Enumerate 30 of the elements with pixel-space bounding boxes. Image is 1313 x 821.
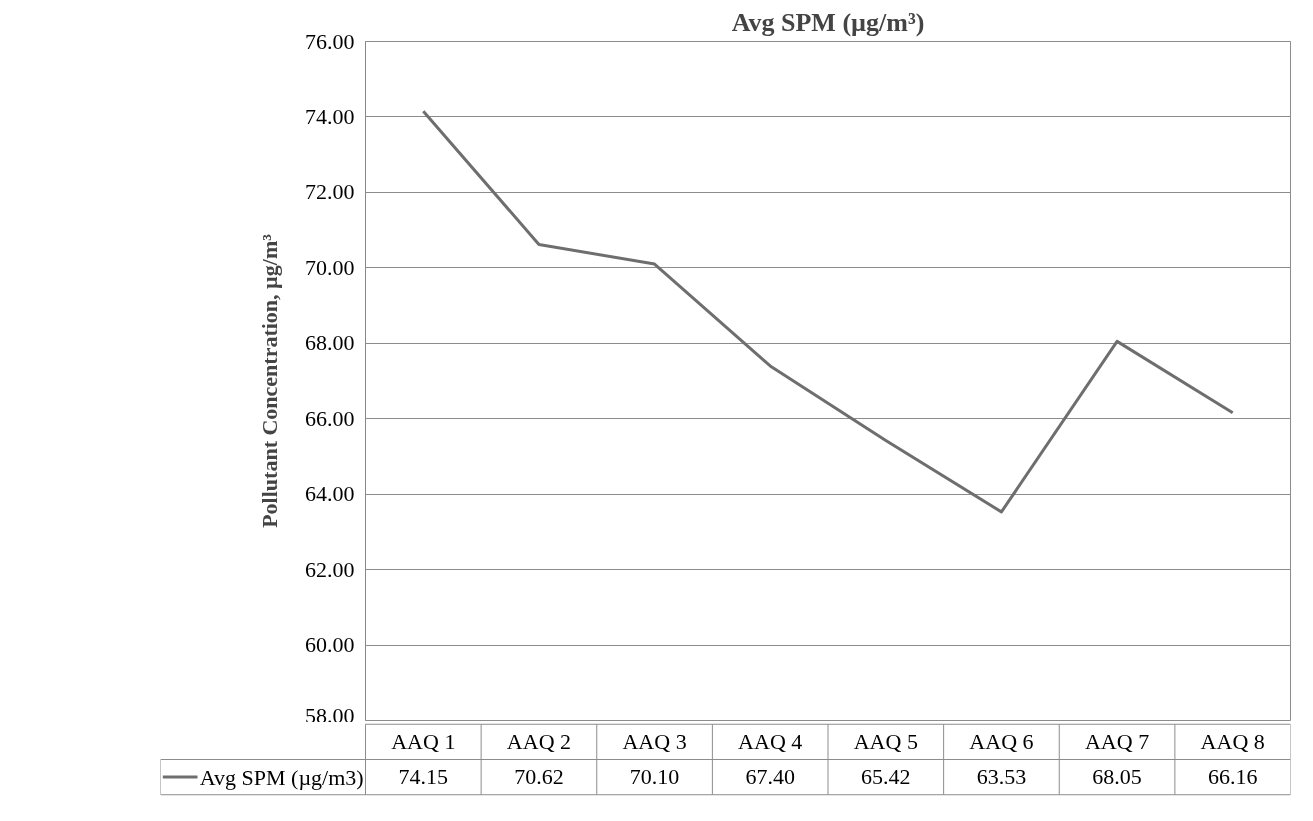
y-tick-label: 72.00 — [305, 179, 355, 205]
x-tick-label: AAQ 6 — [969, 729, 1034, 755]
x-tick-label: AAQ 2 — [506, 729, 572, 755]
x-tick-label: AAQ 7 — [1084, 729, 1150, 755]
y-tick-label: 68.00 — [305, 330, 355, 356]
y-tick-label: 62.00 — [305, 556, 355, 582]
data-label: 65.42 — [861, 764, 911, 790]
data-label: 70.10 — [629, 764, 680, 790]
x-tick-label: AAQ 1 — [391, 729, 456, 755]
y-tick-label: 70.00 — [305, 254, 355, 280]
data-label: 68.05 — [1092, 764, 1142, 790]
data-label: 66.16 — [1207, 764, 1258, 790]
y-tick-label: 64.00 — [305, 481, 355, 507]
data-label: 70.62 — [514, 764, 564, 790]
y-tick-label: 76.00 — [305, 28, 355, 54]
data-label: 67.40 — [745, 764, 795, 790]
data-label: 74.15 — [398, 764, 449, 790]
y-axis-title: Pollutant Concentration, µg/m³ — [257, 233, 282, 528]
y-tick-label: 58.00 — [305, 702, 355, 728]
x-tick-label: AAQ 3 — [622, 729, 687, 755]
chart-title: Avg SPM (µg/m³) — [731, 7, 925, 37]
y-tick-label: 74.00 — [305, 103, 355, 129]
x-tick-label: AAQ 8 — [1200, 729, 1265, 755]
data-label: 63.53 — [976, 764, 1027, 790]
line-series — [421, 109, 1235, 514]
y-tick-label: 66.00 — [305, 405, 355, 431]
legend-label: Avg SPM (µg/m3) — [199, 764, 364, 790]
x-tick-label: AAQ 4 — [738, 729, 803, 755]
y-tick-label: 60.00 — [305, 632, 355, 658]
x-tick-label: AAQ 5 — [853, 729, 918, 755]
